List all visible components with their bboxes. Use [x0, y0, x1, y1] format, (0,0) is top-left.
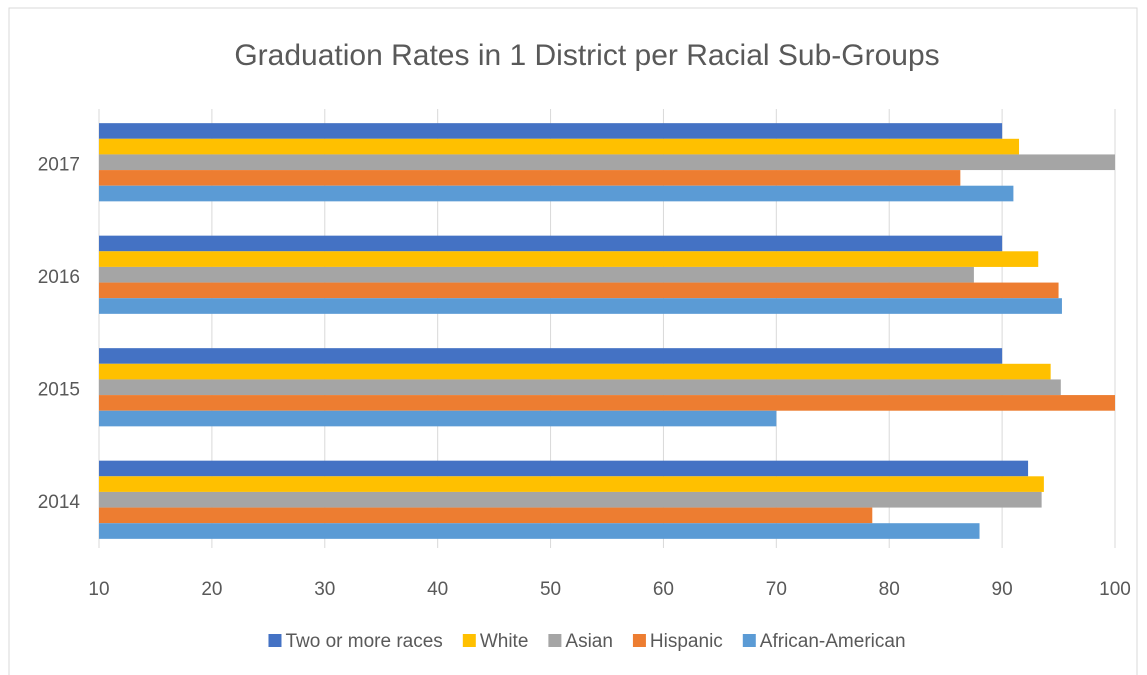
bar — [99, 170, 961, 186]
bar — [99, 185, 1014, 202]
bar — [99, 395, 1115, 411]
legend-label: African-American — [760, 631, 906, 652]
legend-swatch — [742, 634, 756, 647]
bar — [99, 154, 1115, 171]
legend-label: Asian — [565, 631, 613, 652]
y-tick-label: 2015 — [38, 379, 80, 400]
bar — [99, 476, 1044, 492]
legend-swatch — [462, 634, 476, 647]
legend-swatch — [548, 634, 562, 647]
x-tick-label: 30 — [314, 579, 335, 600]
legend-label: Hispanic — [650, 631, 723, 652]
bar — [99, 298, 1062, 314]
x-tick-label: 60 — [653, 579, 674, 600]
y-tick-label: 2017 — [38, 154, 80, 175]
bar — [99, 379, 1061, 396]
bar — [99, 507, 873, 524]
legend-label: White — [480, 631, 529, 652]
x-tick-label: 10 — [88, 579, 109, 600]
x-tick-label: 80 — [879, 579, 900, 600]
bar — [99, 138, 1020, 155]
bar — [99, 123, 1003, 139]
chart-title: Graduation Rates in 1 District per Racia… — [234, 39, 939, 72]
x-tick-label: 100 — [1099, 579, 1131, 600]
bar — [99, 251, 1039, 267]
bar — [99, 266, 974, 283]
bar — [99, 282, 1059, 299]
bar — [99, 523, 980, 539]
bar — [99, 491, 1042, 508]
x-tick-label: 50 — [540, 579, 561, 600]
y-tick-label: 2014 — [38, 492, 81, 513]
x-tick-label: 90 — [992, 579, 1013, 600]
x-tick-label: 70 — [766, 579, 787, 600]
x-tick-label: 40 — [427, 579, 448, 600]
bar — [99, 363, 1051, 380]
chart-border — [8, 7, 1138, 675]
y-tick-label: 2016 — [38, 267, 80, 288]
bar — [99, 235, 1003, 252]
legend-label: Two or more races — [285, 631, 442, 652]
bar — [99, 410, 777, 427]
bar — [99, 348, 1003, 364]
legend-swatch — [268, 634, 282, 647]
legend-swatch — [632, 634, 646, 647]
x-tick-label: 20 — [201, 579, 222, 600]
bar — [99, 460, 1029, 477]
